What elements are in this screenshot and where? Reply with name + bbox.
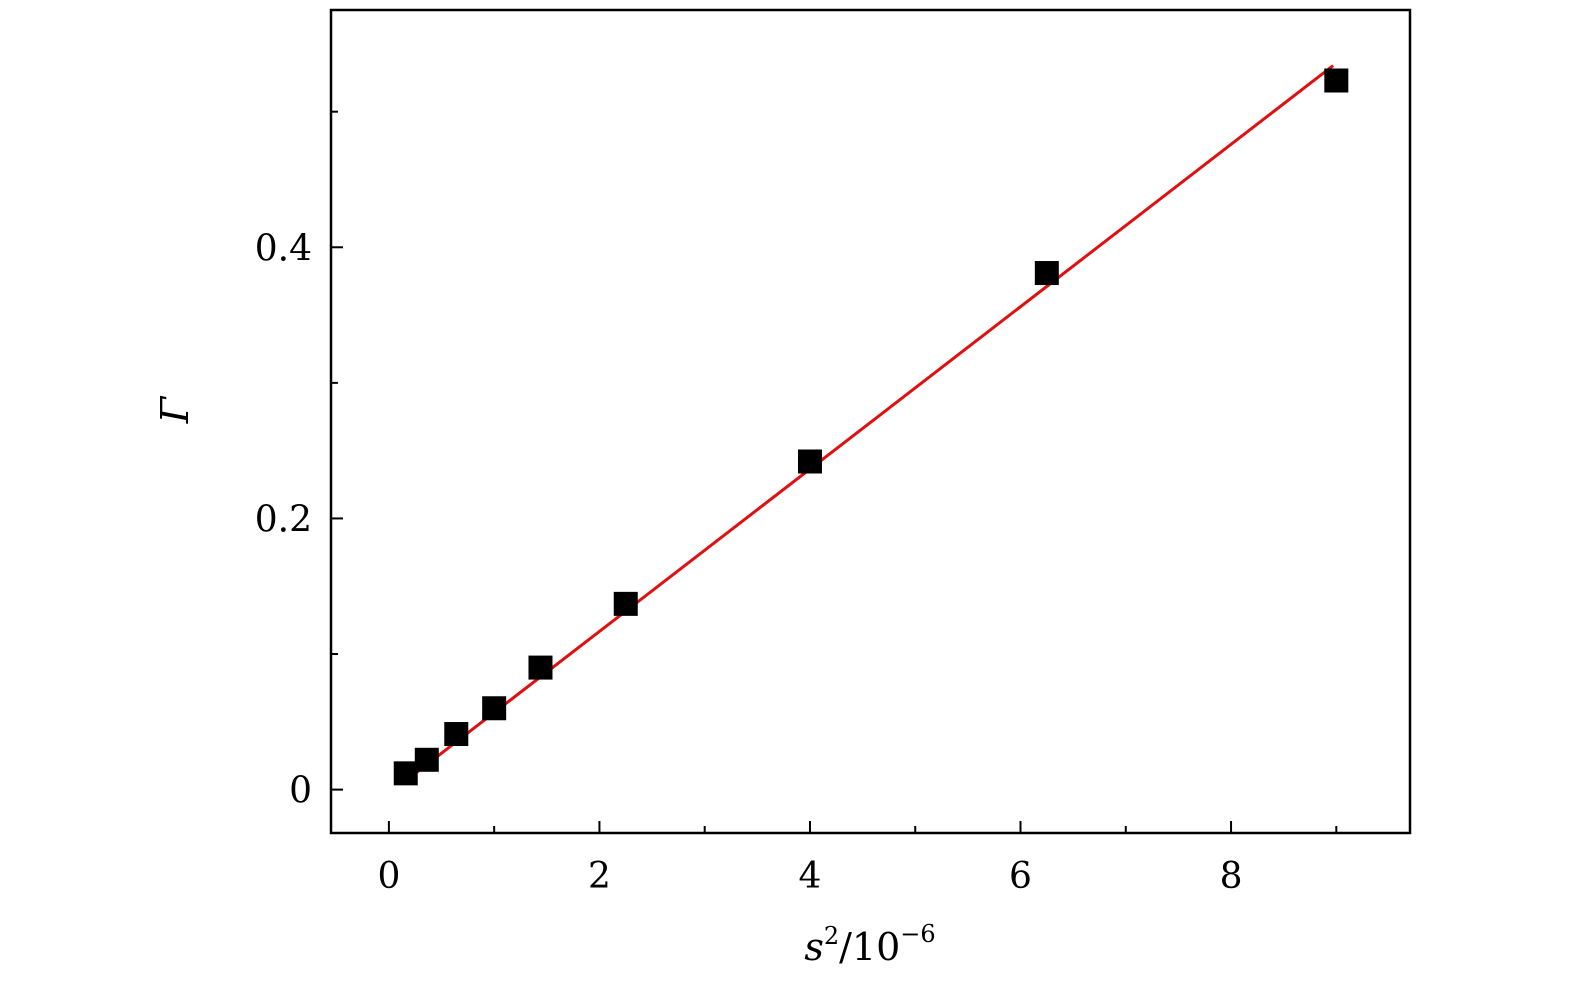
data-point (444, 722, 469, 747)
x-axis-label-rest: /10 (839, 925, 900, 969)
plot-frame (329, 8, 1412, 835)
x-tick-label: 4 (799, 856, 822, 897)
data-point (613, 591, 638, 616)
y-tick-label: 0 (289, 771, 312, 812)
plot-frame-group (329, 8, 1412, 835)
y-axis-label: Γ (153, 395, 197, 424)
x-axis-label-power: 2 (824, 922, 839, 950)
y-ticks-group: 0 0.2 0.4 (255, 110, 343, 812)
x-ticks-group: 0 2 4 6 8 (377, 821, 1338, 897)
points-group (393, 68, 1349, 786)
y-tick-label: 0.2 (255, 499, 312, 540)
data-point (1034, 261, 1059, 286)
x-axis-label-var: s (804, 925, 824, 969)
data-point (482, 696, 507, 721)
data-point (1324, 68, 1349, 93)
x-axis-label-exponent: −6 (900, 920, 935, 948)
x-tick-label: 8 (1220, 856, 1243, 897)
x-tick-label: 6 (1009, 856, 1032, 897)
y-tick-label: 0.4 (255, 228, 312, 269)
x-tick-label: 0 (377, 856, 400, 897)
x-axis-label: s2/10−6 (804, 920, 935, 969)
data-point (393, 761, 418, 786)
data-point (528, 655, 553, 680)
data-point (414, 747, 439, 772)
x-tick-label: 2 (588, 856, 611, 897)
data-point (797, 449, 822, 474)
fit-group (404, 64, 1335, 782)
fit-line (404, 64, 1335, 782)
